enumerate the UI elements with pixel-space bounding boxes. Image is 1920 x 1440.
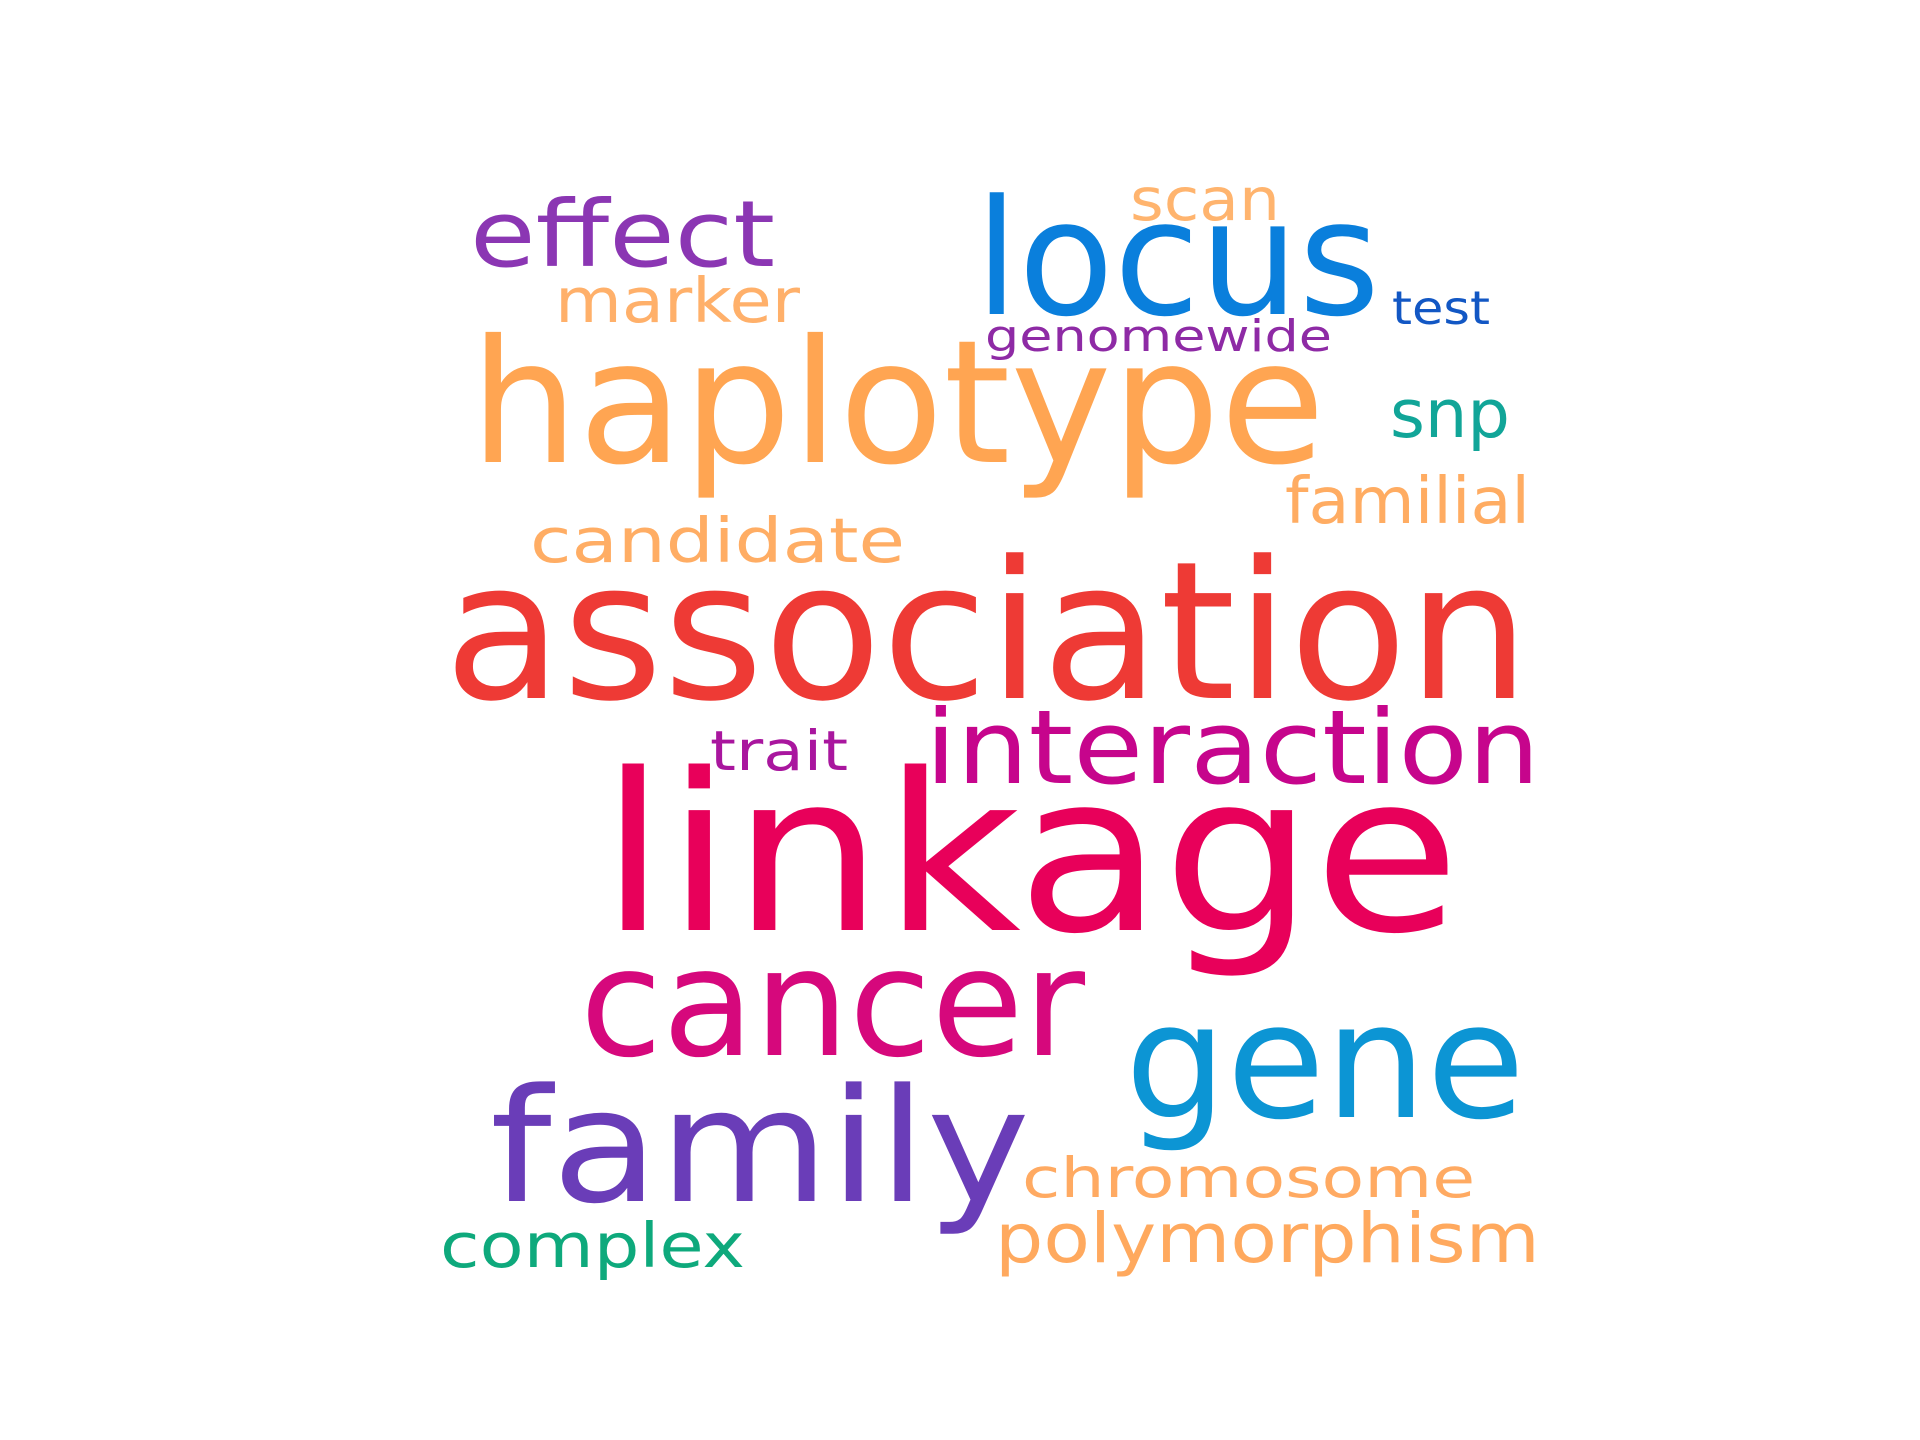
word-haplotype: haplotype — [470, 304, 1326, 503]
word-snp: snp — [1390, 375, 1510, 454]
word-linkage: linkage — [600, 726, 1461, 982]
word-scan: scan — [1130, 164, 1280, 234]
word-trait: trait — [710, 719, 849, 784]
word-complex: complex — [440, 1209, 746, 1282]
word-chromosome: chromosome — [1022, 1146, 1476, 1211]
word-genomewide: genomewide — [985, 310, 1332, 362]
word-test: test — [1392, 280, 1491, 335]
word-polymorphism: polymorphism — [995, 1199, 1540, 1280]
word-candidate: candidate — [530, 504, 906, 577]
word-cancer: cancer — [580, 917, 1086, 1092]
word-family: family — [490, 1055, 1031, 1239]
word-locus: locus — [975, 164, 1380, 352]
word-marker: marker — [555, 264, 800, 337]
word-effect: effect — [470, 180, 776, 288]
word-familial: familial — [1285, 464, 1531, 540]
word-interaction: interaction — [925, 688, 1540, 808]
word-gene: gene — [1125, 967, 1525, 1155]
word-association: association — [444, 520, 1530, 744]
